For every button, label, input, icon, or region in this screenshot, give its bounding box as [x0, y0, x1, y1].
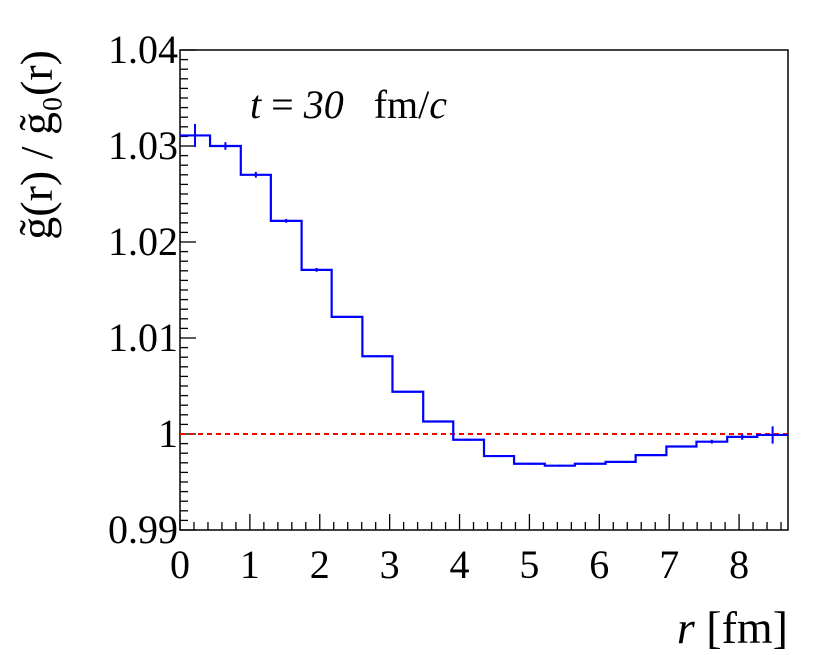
time-annotation: t = 30 fm/c [250, 82, 447, 127]
y-tick-label: 1.01 [108, 315, 178, 360]
x-tick-label: 2 [310, 542, 330, 587]
y-tick-label: 0.99 [108, 507, 178, 552]
x-tick-label: 7 [659, 542, 679, 587]
x-tick-label: 8 [729, 542, 749, 587]
x-tick-label: 5 [519, 542, 539, 587]
x-tick-label: 1 [240, 542, 260, 587]
histogram-series [180, 123, 788, 467]
x-tick-label: 4 [450, 542, 470, 587]
x-tick-label: 3 [380, 542, 400, 587]
y-tick-label: 1.04 [108, 27, 178, 72]
x-tick-label: 6 [589, 542, 609, 587]
x-tick-label: 0 [170, 542, 190, 587]
histogram-line [180, 134, 788, 467]
y-tick-label: 1.02 [108, 219, 178, 264]
y-tick-label: 1.03 [108, 123, 178, 168]
axis-ticks [179, 49, 782, 531]
y-axis-title: g̃(r) / g̃₀(r) [11, 50, 62, 240]
x-axis-title: r [fm] [677, 602, 788, 653]
tick-labels: 0 1 2 3 4 5 6 7 8 0.99 1 1.01 1.02 1.03 1.04 [108, 27, 749, 587]
y-tick-label: 1 [158, 411, 178, 456]
